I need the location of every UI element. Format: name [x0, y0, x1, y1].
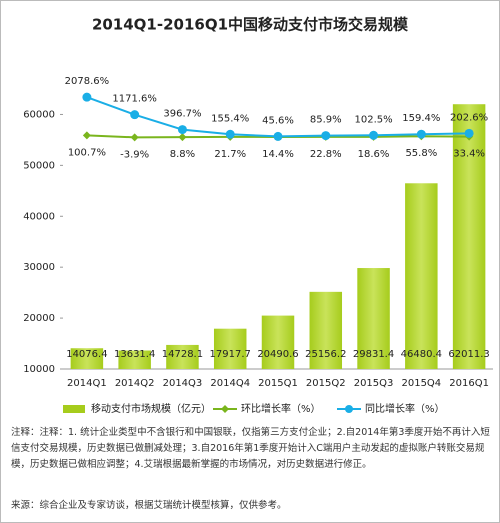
line-marker [369, 130, 379, 140]
y-tick-label: 60000 [23, 109, 55, 120]
x-tick-label: 2014Q3 [163, 378, 203, 389]
bar-value-label: 17917.7 [210, 349, 251, 360]
legend-label: 同比增长率（%） [365, 402, 445, 415]
line-value-label: 85.9% [310, 115, 342, 126]
bar-value-label: 20490.6 [257, 349, 298, 360]
line-value-label: 8.8% [170, 149, 195, 160]
legend-swatch [63, 405, 85, 413]
line-marker [225, 129, 235, 139]
line-value-label: 102.5% [354, 114, 392, 125]
x-tick-label: 2015Q2 [306, 378, 346, 389]
bar [118, 350, 151, 369]
legend-marker [345, 405, 353, 413]
x-tick-label: 2015Q1 [258, 378, 298, 389]
y-tick-label: 50000 [23, 160, 55, 171]
line-value-label: 33.4% [453, 149, 485, 160]
legend-label: 环比增长率（%） [241, 402, 321, 415]
x-tick-label: 2015Q4 [401, 378, 441, 389]
bar [166, 344, 199, 369]
bar-value-label: 46480.4 [401, 349, 442, 360]
line-marker [273, 131, 283, 141]
y-tick-label: 20000 [23, 313, 55, 324]
bar [309, 291, 343, 369]
bar-value-label: 13631.4 [114, 349, 155, 360]
x-tick-label: 2014Q1 [67, 378, 107, 389]
line-value-label: 100.7% [68, 147, 106, 158]
bar [405, 183, 438, 369]
chart-title: 2014Q1-2016Q1中国移动支付市场交易规模 [92, 16, 409, 34]
line-marker [130, 110, 140, 120]
x-tick-label: 2015Q3 [354, 378, 394, 389]
line-marker [464, 128, 474, 138]
line-value-label: 202.6% [450, 112, 488, 123]
bar [261, 315, 295, 369]
bar [452, 104, 486, 369]
bar-value-label: 14728.1 [162, 349, 203, 360]
line-value-label: 155.4% [211, 113, 249, 124]
line-marker [178, 133, 187, 142]
line-value-label: 159.4% [402, 113, 440, 124]
y-tick-label: 30000 [23, 262, 55, 273]
bar [213, 328, 247, 369]
chart: 2014Q1-2016Q1中国移动支付市场交易规模 10000 20000 3000… [23, 16, 493, 415]
bar-value-label: 29831.4 [353, 349, 394, 360]
line-value-label: 45.6% [262, 115, 294, 126]
line-value-label: 55.8% [405, 148, 437, 159]
bar [357, 268, 390, 369]
x-tick-label: 2016Q1 [449, 378, 489, 389]
x-tick-label: 2014Q4 [210, 378, 250, 389]
bar-value-label: 62011.3 [448, 349, 489, 360]
line-value-label: 22.8% [310, 149, 342, 160]
notes: 注释：注释：1. 统计企业类型中不含银行和中国银联，仅指第三方支付企业；2.自2… [11, 427, 490, 470]
line-marker [321, 131, 331, 141]
y-tick-label: 10000 [23, 364, 55, 375]
line-marker [130, 133, 139, 142]
line-value-label: 21.7% [214, 149, 246, 160]
line-marker [177, 125, 187, 135]
legend-marker [221, 405, 229, 413]
source: 来源：综合企业及专家访谈，根据艾瑞统计模型核算，仅供参考。 [11, 500, 287, 511]
bar-value-label: 14076.4 [66, 349, 107, 360]
line-value-label: 1171.6% [112, 94, 157, 105]
line-value-label: -3.9% [120, 149, 149, 160]
line-marker [82, 92, 92, 102]
legend-label: 移动支付市场规模（亿元） [91, 402, 211, 415]
x-tick-label: 2014Q2 [115, 378, 155, 389]
line-value-label: 2078.6% [65, 76, 110, 87]
line-value-label: 14.4% [262, 149, 294, 160]
line-marker [416, 129, 426, 139]
line-marker [82, 131, 91, 140]
y-tick-label: 40000 [23, 211, 55, 222]
line-value-label: 18.6% [358, 149, 390, 160]
line-value-label: 396.7% [163, 109, 201, 120]
bar [70, 348, 104, 369]
bar-value-label: 25156.2 [305, 349, 346, 360]
